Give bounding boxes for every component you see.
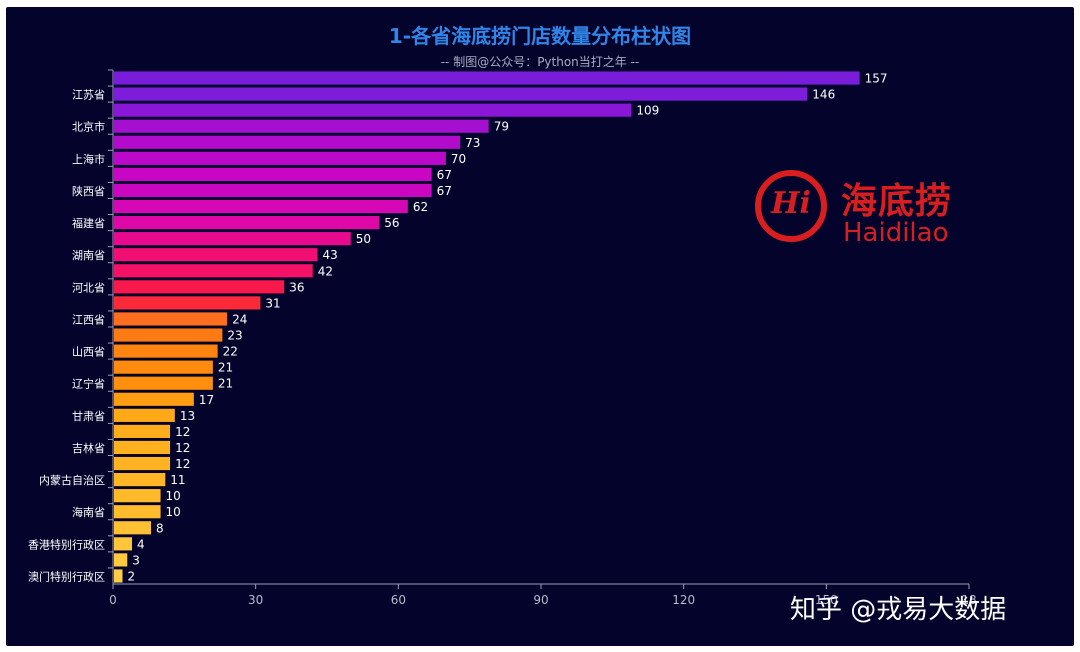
category-label: 上海市	[72, 152, 105, 166]
bar	[114, 135, 461, 149]
category-label: 内蒙古自治区	[39, 473, 105, 487]
x-tick-label: 120	[672, 593, 695, 607]
bar-value-label: 10	[166, 489, 181, 503]
bar-value-label: 67	[437, 184, 452, 198]
watermark: 知乎 @戎易大数据	[790, 595, 1007, 625]
bar-value-label: 109	[636, 104, 659, 118]
bar	[114, 199, 408, 214]
bar-value-label: 12	[175, 457, 190, 471]
bar-value-label: 22	[223, 345, 238, 359]
bar-value-label: 62	[413, 200, 428, 214]
bar-value-label: 21	[218, 377, 233, 391]
bar-value-label: 2	[128, 569, 136, 583]
x-tick-label: 60	[391, 593, 406, 607]
category-label: 辽宁省	[72, 377, 105, 391]
bar-value-label: 4	[137, 537, 145, 551]
x-tick-label: 150	[815, 593, 838, 607]
x-tick-label: 18	[961, 593, 976, 607]
bar-value-label: 157	[865, 72, 888, 86]
bar-value-label: 70	[451, 152, 466, 166]
bar	[114, 87, 808, 101]
chart-subtitle: -- 制图@公众号：Python当打之年 --	[440, 55, 640, 69]
bar-value-label: 67	[437, 168, 452, 182]
x-tick-label: 0	[109, 593, 117, 607]
category-label: 甘肃省	[72, 410, 105, 423]
bar	[114, 360, 213, 374]
bar	[114, 312, 228, 326]
bar-value-label: 42	[318, 264, 333, 278]
bar	[114, 296, 261, 310]
chart-title: 1-各省海底捞门店数量分布柱状图	[388, 24, 692, 48]
bar-value-label: 13	[180, 409, 195, 423]
logo-mark-text: Hi	[771, 186, 811, 221]
category-label: 北京市	[72, 120, 105, 134]
category-label: 陕西省	[72, 184, 105, 198]
bar-value-label: 36	[289, 280, 304, 294]
bar-value-label: 50	[356, 232, 371, 246]
x-tick-label: 90	[533, 593, 548, 607]
bar	[114, 553, 128, 567]
bar	[114, 569, 123, 583]
bar-value-label: 73	[465, 136, 480, 150]
bar	[114, 232, 351, 246]
bar-value-label: 146	[812, 88, 835, 102]
bar	[114, 328, 223, 342]
bar-value-label: 24	[232, 312, 247, 326]
bar-value-label: 10	[166, 505, 181, 519]
bar	[114, 392, 194, 406]
bar	[114, 456, 171, 471]
logo-mark-icon: Hi	[755, 170, 827, 242]
bar	[114, 103, 632, 117]
bar-value-label: 8	[156, 521, 164, 535]
category-label: 海南省	[72, 505, 105, 519]
x-tick-label: 30	[248, 593, 263, 607]
bar-value-label: 23	[227, 329, 242, 343]
bar	[114, 505, 161, 519]
bar-value-label: 3	[132, 553, 140, 567]
category-label: 湖南省	[72, 249, 105, 262]
bar	[114, 151, 446, 165]
bar-value-label: 12	[175, 441, 190, 455]
category-label: 河北省	[72, 281, 105, 294]
bar	[114, 473, 166, 487]
category-label: 山西省	[72, 346, 105, 359]
bar	[114, 424, 171, 438]
bar	[114, 280, 285, 294]
bar	[114, 264, 313, 278]
bar-value-label: 12	[175, 425, 190, 439]
bar	[114, 344, 218, 358]
bar	[114, 537, 133, 551]
bar	[114, 440, 171, 455]
bar	[114, 71, 860, 85]
bar	[114, 521, 152, 535]
bar	[114, 216, 380, 230]
category-label: 江苏省	[72, 89, 105, 102]
bar-value-label: 31	[265, 296, 280, 310]
bar-value-label: 43	[322, 248, 337, 262]
bar-value-label: 79	[494, 120, 509, 134]
bar	[114, 167, 432, 181]
category-label: 澳门特别行政区	[28, 569, 105, 583]
bar	[114, 248, 318, 262]
bar-value-label: 56	[384, 216, 399, 230]
category-label: 江西省	[72, 313, 105, 326]
bar-value-label: 11	[170, 473, 185, 487]
category-label: 香港特别行政区	[28, 537, 105, 551]
logo-name-en: Haidilao	[843, 218, 949, 248]
logo-name-cn: 海底捞	[841, 181, 953, 222]
bar	[114, 376, 213, 390]
haidilao-logo: Hi 海底捞 Haidilao	[755, 168, 970, 256]
bar	[114, 408, 175, 422]
bar	[114, 183, 432, 198]
bar	[114, 119, 489, 133]
bar	[114, 489, 161, 503]
category-label: 吉林省	[72, 441, 105, 455]
bar-value-label: 17	[199, 393, 214, 407]
category-label: 福建省	[72, 216, 105, 230]
bar-value-label: 21	[218, 361, 233, 375]
